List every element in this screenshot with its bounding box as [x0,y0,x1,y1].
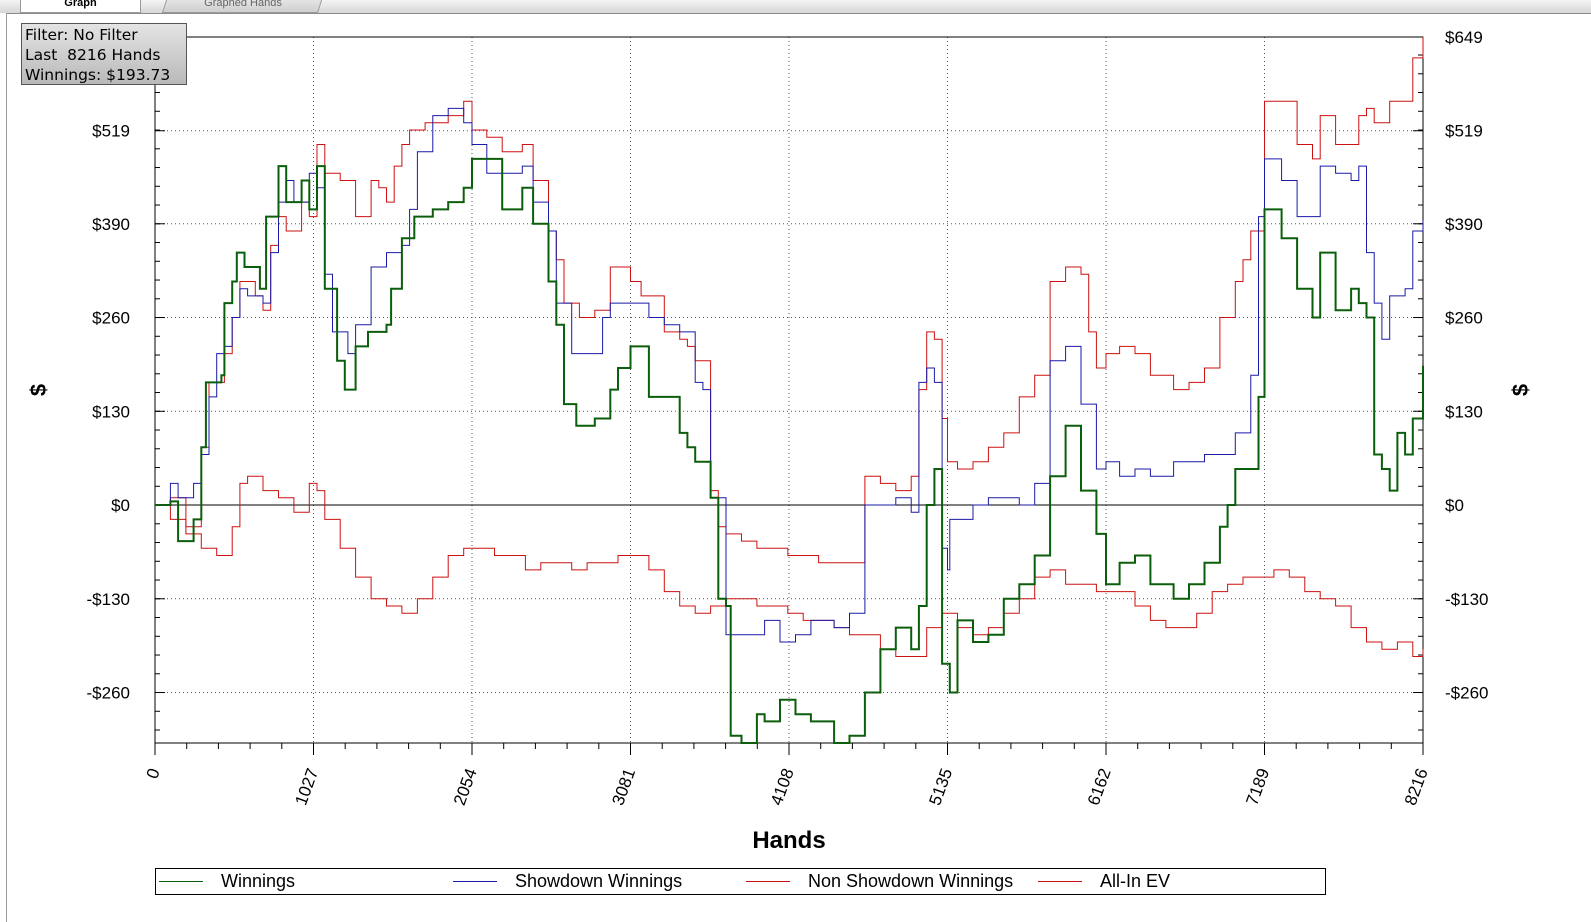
legend-swatch-all-in-ev [1038,881,1082,882]
filter-info-box: Filter: No Filter Last 8216 Hands Winnin… [21,23,187,85]
legend-swatch-showdown [453,881,497,882]
legend-label-winnings: Winnings [221,871,296,891]
filter-text: Filter: No Filter [25,26,138,44]
window-left-border [0,13,7,922]
x-tick-label: 2054 [450,766,481,808]
series-line-all-in-ev [155,37,1424,564]
hands-count-text: Last 8216 Hands [25,46,161,64]
y-left-tick-label: $0 [111,496,130,515]
tab-bar: Graph Graphed Hands [0,0,1591,14]
y-right-tick-label: $519 [1445,122,1483,141]
y-right-tick-label: $260 [1445,309,1483,328]
x-tick-label: 3081 [608,766,639,808]
series-line-showdown-winnings [155,107,1424,643]
y-left-tick-label: $260 [92,309,130,328]
y-left-tick-label: $130 [92,402,130,421]
legend-swatch-non-showdown [746,881,790,882]
legend-item-showdown-winnings[interactable]: Showdown Winnings [453,869,682,894]
legend-swatch-winnings [159,881,203,882]
y-left-tick-label: $519 [92,122,130,141]
y-right-tick-label: $649 [1445,28,1483,47]
legend-item-non-showdown-winnings[interactable]: Non Showdown Winnings [746,869,1013,894]
series-line-winnings [155,157,1424,744]
x-tick-label: 8216 [1401,766,1432,808]
winnings-total-text: Winnings: $193.73 [25,66,171,84]
axis-labels: 0 1027 2054 3081 4108 5135 6162 7189 8216 $519 $39… [87,28,1489,808]
y-left-tick-label: -$260 [87,684,130,703]
legend-item-winnings[interactable]: Winnings [159,869,295,894]
series-lines [155,37,1424,744]
y-right-tick-label: -$260 [1445,684,1488,703]
tab-graph[interactable]: Graph [20,0,141,13]
y-right-tick-label: $0 [1445,496,1464,515]
x-tick-label: 6162 [1084,766,1115,808]
legend-item-all-in-ev[interactable]: All-In EV [1038,869,1170,894]
x-tick-label: 0 [143,766,164,781]
y-left-tick-label: $390 [92,215,130,234]
legend-label-all-in-ev: All-In EV [1100,871,1171,891]
x-tick-label: 5135 [925,766,956,808]
y-left-tick-label: -$130 [87,590,130,609]
legend: Winnings Showdown Winnings Non Showdown … [155,868,1326,895]
x-tick-label: 4108 [767,766,798,808]
legend-label-non-showdown: Non Showdown Winnings [808,871,1014,891]
series-line-non-showdown-winnings [155,475,1424,657]
axis-ticks [154,36,1424,755]
x-tick-label: 1027 [291,766,322,808]
y-axis-title-left: $ [26,384,51,396]
y-right-tick-label: $390 [1445,215,1483,234]
legend-label-showdown: Showdown Winnings [515,871,683,891]
x-axis-title: Hands [752,827,825,854]
y-right-tick-label: $130 [1445,402,1483,421]
x-tick-label: 7189 [1242,766,1273,808]
y-right-tick-label: -$130 [1445,590,1488,609]
y-axis-title-right: $ [1508,384,1533,396]
